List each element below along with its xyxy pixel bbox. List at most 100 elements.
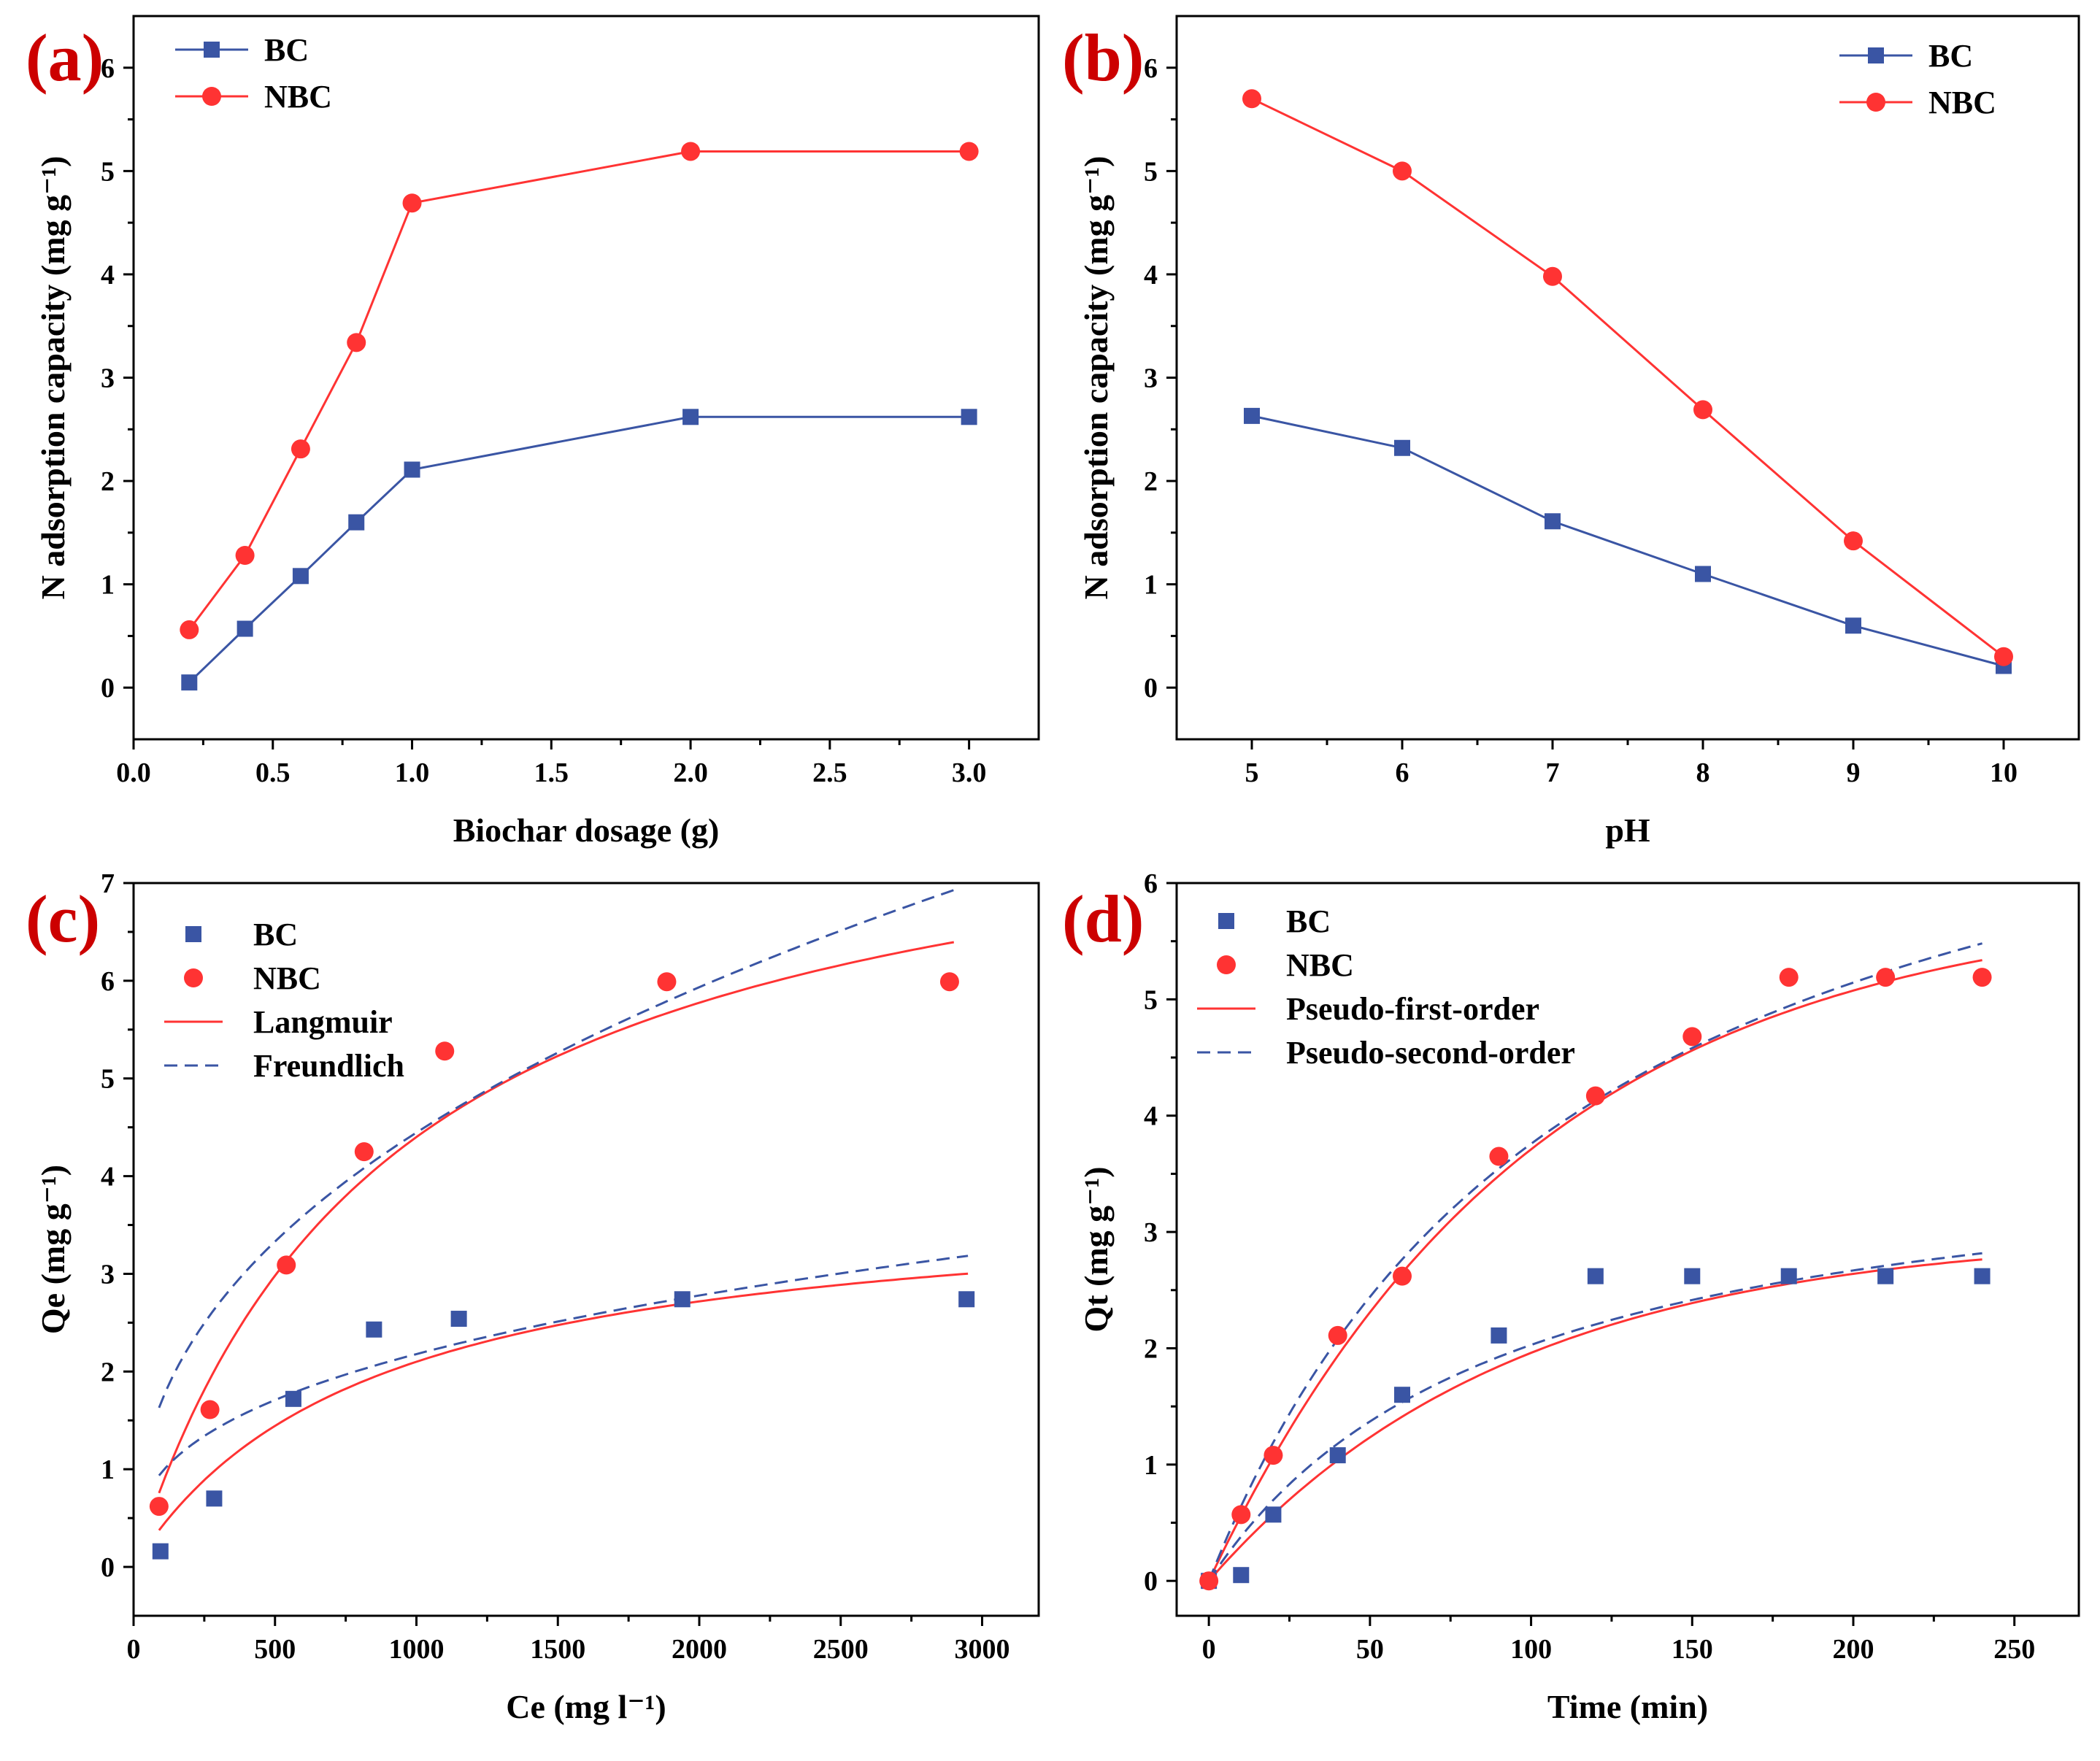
data-point-bc	[958, 1291, 975, 1308]
data-point-nbc	[1994, 647, 2013, 666]
legend-marker	[1218, 913, 1234, 929]
data-point-nbc	[681, 142, 701, 161]
y-tick-label: 2	[1144, 1333, 1158, 1364]
x-tick-label: 1.0	[395, 758, 430, 788]
plot-frame	[132, 15, 1040, 741]
y-tick-label: 0	[101, 673, 115, 704]
y-tick-label: 4	[1144, 1101, 1158, 1132]
data-point-bc	[1545, 513, 1561, 530]
x-axis-title: pH	[1605, 812, 1650, 849]
x-tick-label: 200	[1833, 1634, 1874, 1665]
data-point-nbc	[402, 193, 422, 213]
legend-item: BC	[175, 32, 309, 68]
x-tick-label: 1000	[389, 1634, 445, 1665]
legend-item: Freundlich	[164, 1048, 404, 1084]
y-tick-label: 0	[101, 1552, 115, 1583]
data-point-bc	[1233, 1567, 1250, 1584]
data-point-bc	[152, 1543, 169, 1560]
plot-frame	[1175, 882, 2080, 1617]
x-tick-label: 0.0	[116, 758, 151, 788]
legend-marker	[185, 926, 201, 942]
legend-item: NBC	[175, 79, 332, 115]
y-tick-label: 5	[101, 1064, 115, 1095]
series-line-nbc	[1251, 97, 2004, 658]
legend-marker	[204, 42, 220, 58]
x-tick-label: 1500	[530, 1634, 585, 1665]
y-axis-title: Qe (mg g⁻¹)	[34, 1165, 72, 1334]
x-tick-label: 5	[1245, 758, 1259, 788]
x-tick-label: 10	[1990, 758, 2018, 788]
data-point-bc	[1974, 1268, 1991, 1284]
legend-label: NBC	[253, 960, 321, 996]
data-point-bc	[1394, 439, 1410, 456]
panel-letter: (a)	[26, 20, 104, 95]
legend-item: BC	[185, 917, 298, 952]
x-tick-label: 500	[254, 1634, 296, 1665]
legend-label: BC	[253, 917, 298, 952]
data-point-bc	[1877, 1268, 1894, 1284]
legend-label: BC	[1286, 903, 1331, 939]
data-point-nbc	[235, 546, 255, 566]
data-point-bc	[961, 409, 977, 425]
data-point-nbc	[1779, 968, 1799, 987]
data-point-nbc	[939, 972, 959, 992]
y-tick-label: 6	[1144, 53, 1158, 84]
panel-letter: (d)	[1062, 882, 1144, 956]
data-point-nbc	[1328, 1325, 1347, 1345]
legend-marker	[1866, 93, 1885, 112]
plot-frame	[132, 882, 1040, 1617]
data-point-nbc	[435, 1041, 455, 1061]
y-tick-label: 3	[101, 1259, 115, 1290]
series-line-bc	[1251, 415, 2004, 667]
x-axis-title: Time (min)	[1547, 1688, 1708, 1725]
data-point-bc	[1587, 1268, 1604, 1284]
legend-marker	[184, 968, 203, 987]
x-tick-label: 8	[1696, 758, 1710, 788]
data-point-bc	[236, 620, 253, 637]
y-axis-title: N adsorption capacity (mg g⁻¹)	[34, 156, 72, 600]
data-point-bc	[181, 674, 198, 691]
data-point-nbc	[1393, 1266, 1412, 1286]
data-point-bc	[285, 1390, 301, 1407]
legend-item: Pseudo-second-order	[1197, 1035, 1575, 1071]
data-point-nbc	[1682, 1027, 1702, 1047]
fit-curve-pseudo-first-order-bc	[1207, 1258, 1982, 1582]
data-point-bc	[1845, 617, 1861, 634]
panel-a: 0.0 0.5 1.0 1.5 2.0 2.5 3.0 0 1 2 3 4 5 6 Biochar dosa…	[26, 15, 1040, 849]
data-point-bc	[404, 461, 420, 478]
y-tick-label: 0	[1144, 673, 1158, 704]
y-tick-label: 3	[101, 363, 115, 394]
x-tick-label: 0	[127, 1634, 141, 1665]
y-tick-label: 2	[101, 466, 115, 497]
y-tick-label: 1	[1144, 570, 1158, 601]
x-axis-title: Biochar dosage (g)	[453, 812, 720, 849]
x-tick-label: 2.5	[812, 758, 847, 788]
data-point-bc	[1394, 1387, 1410, 1403]
y-tick-label: 6	[101, 966, 115, 997]
panel-d: 0 50 100 150 200 250 0 1 2 3 4 5 6 Time (min) Qt (mg g…	[1062, 868, 2080, 1725]
data-point-nbc	[657, 972, 677, 992]
x-tick-label: 7	[1546, 758, 1560, 788]
data-point-nbc	[180, 620, 199, 639]
y-tick-label: 1	[101, 1454, 115, 1485]
y-tick-label: 0	[1144, 1566, 1158, 1597]
data-point-bc	[1265, 1506, 1282, 1523]
legend-label: Freundlich	[253, 1048, 404, 1084]
x-tick-label: 9	[1847, 758, 1861, 788]
data-point-nbc	[1693, 400, 1712, 420]
data-point-nbc	[291, 439, 310, 459]
data-point-nbc	[1585, 1086, 1605, 1106]
y-tick-label: 6	[101, 53, 115, 84]
panel-c: 0 500 1000 1500 2000 2500 3000 0 1 2 3 4 5 6 7 Ce (mg l…	[26, 868, 1040, 1725]
data-point-nbc	[347, 333, 366, 352]
y-axis-title: N adsorption capacity (mg g⁻¹)	[1077, 156, 1115, 600]
legend-item: NBC	[1217, 947, 1354, 983]
y-tick-label: 4	[101, 260, 115, 290]
legend-label: Pseudo-first-order	[1286, 991, 1539, 1027]
data-point-nbc	[149, 1497, 169, 1517]
x-tick-label: 150	[1672, 1634, 1713, 1665]
legend-label: NBC	[1928, 85, 1996, 120]
legend-label: Pseudo-second-order	[1286, 1035, 1575, 1071]
legend-item: BC	[1218, 903, 1331, 939]
